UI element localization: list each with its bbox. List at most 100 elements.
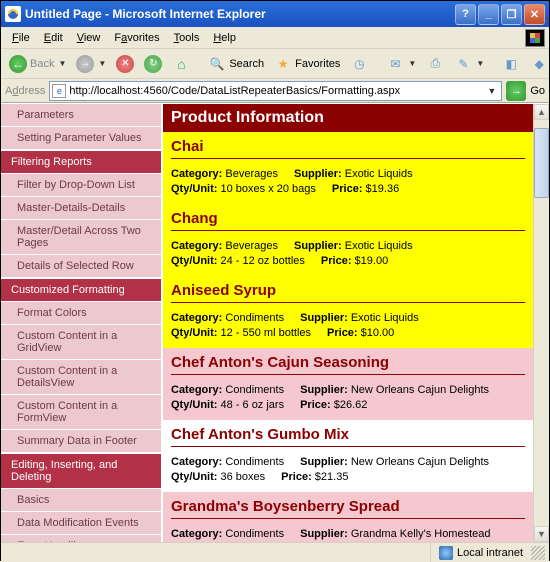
favorites-icon: ★	[274, 55, 292, 73]
scroll-thumb[interactable]	[534, 128, 549, 198]
close-button[interactable]: ✕	[524, 4, 545, 25]
home-icon: ⌂	[172, 55, 190, 73]
product-name: Chai	[171, 136, 525, 159]
main-panel: Product Information ChaiCategory: Bevera…	[161, 104, 549, 542]
product-category: Category: Condiments	[171, 528, 284, 540]
window-title: Untitled Page - Microsoft Internet Explo…	[25, 7, 455, 21]
nav-section-header[interactable]: Customized Formatting	[1, 279, 161, 302]
back-icon: ←	[9, 55, 27, 73]
edit-button[interactable]: ✎▼	[450, 53, 488, 75]
stop-button[interactable]: ✕	[112, 53, 138, 75]
product-name: Aniseed Syrup	[171, 280, 525, 303]
extra1-button[interactable]: ◧	[498, 53, 524, 75]
product-qty: Qty/Unit: 12 - 550 ml bottles	[171, 327, 311, 339]
scroll-up-button[interactable]: ▲	[534, 104, 549, 120]
resize-grip[interactable]	[531, 546, 545, 560]
mail-icon: ✉	[386, 55, 404, 73]
product-qty: Qty/Unit: 10 boxes x 20 bags	[171, 183, 316, 195]
product-category: Category: Condiments	[171, 456, 284, 468]
menu-view[interactable]: View	[70, 30, 108, 46]
product-card: Aniseed SyrupCategory: CondimentsSupplie…	[163, 276, 533, 348]
maximize-button[interactable]: ❐	[501, 4, 522, 25]
product-card: Chai Category: Beverages Supplier: Exotic …	[163, 132, 533, 204]
edit-icon: ✎	[454, 55, 472, 73]
nav-item[interactable]: Error Handling	[1, 535, 161, 542]
product-category: Category: Beverages	[171, 168, 278, 180]
menu-file[interactable]: File	[5, 30, 37, 46]
nav-item[interactable]: Custom Content in a DetailsView	[1, 360, 161, 395]
print-icon: ⎙	[426, 55, 444, 73]
product-name: Chang	[171, 208, 525, 231]
back-button[interactable]: ←Back▼	[5, 53, 70, 75]
address-label: Address	[5, 85, 45, 97]
go-label: Go	[530, 85, 545, 97]
refresh-button[interactable]: ↻	[140, 53, 166, 75]
refresh-icon: ↻	[144, 55, 162, 73]
favorites-button[interactable]: ★Favorites	[270, 53, 344, 75]
sidebar: ParametersSetting Parameter ValuesFilter…	[1, 104, 161, 542]
nav-item[interactable]: Parameters	[1, 104, 161, 127]
history-icon: ◷	[350, 55, 368, 73]
search-button[interactable]: 🔍Search	[204, 53, 268, 75]
nav-item[interactable]: Format Colors	[1, 302, 161, 325]
search-icon: 🔍	[208, 55, 226, 73]
address-box[interactable]: e ▼	[49, 81, 502, 101]
product-supplier: Supplier: Grandma Kelly's Homestead	[300, 528, 490, 540]
home-button[interactable]: ⌂	[168, 53, 194, 75]
nav-item[interactable]: Details of Selected Row	[1, 255, 161, 278]
zone-text: Local intranet	[457, 547, 523, 559]
product-price: Price: $10.00	[327, 327, 394, 339]
nav-item[interactable]: Basics	[1, 489, 161, 512]
nav-item[interactable]: Custom Content in a GridView	[1, 325, 161, 360]
product-supplier: Supplier: Exotic Liquids	[294, 240, 413, 252]
nav-item[interactable]: Master/Detail Across Two Pages	[1, 220, 161, 255]
security-zone: Local intranet	[430, 543, 531, 562]
product-price: Price: $26.62	[300, 399, 367, 411]
forward-button[interactable]: →▼	[72, 53, 110, 75]
product-card: Chef Anton's Gumbo Mix Category: Condimen…	[163, 420, 533, 492]
product-supplier: Supplier: Exotic Liquids	[294, 168, 413, 180]
product-supplier: Supplier: New Orleans Cajun Delights	[300, 456, 489, 468]
page-icon: e	[52, 84, 66, 98]
scroll-down-button[interactable]: ▼	[534, 526, 549, 542]
print-button[interactable]: ⎙	[422, 53, 448, 75]
product-category: Category: Condiments	[171, 312, 284, 324]
content-area: ParametersSetting Parameter ValuesFilter…	[1, 103, 549, 542]
nav-item[interactable]: Master-Details-Details	[1, 197, 161, 220]
nav-item[interactable]: Summary Data in Footer	[1, 430, 161, 453]
go-button[interactable]: →	[506, 81, 526, 101]
product-name: Chef Anton's Gumbo Mix	[171, 424, 525, 447]
nav-item[interactable]: Filter by Drop-Down List	[1, 174, 161, 197]
menubar: File Edit View Favorites Tools Help	[1, 27, 549, 49]
product-card: ChangCategory: BeveragesSupplier: Exotic…	[163, 204, 533, 276]
minimize-button[interactable]: _	[478, 4, 499, 25]
nav-item[interactable]: Custom Content in a FormView	[1, 395, 161, 430]
throbber-icon	[525, 29, 545, 47]
product-price: Price: $21.35	[281, 471, 348, 483]
nav-item[interactable]: Data Modification Events	[1, 512, 161, 535]
scroll-track[interactable]	[534, 120, 549, 526]
zone-icon	[439, 546, 453, 560]
address-bar: Address e ▼ → Go	[1, 79, 549, 103]
nav-item[interactable]: Setting Parameter Values	[1, 127, 161, 150]
titlebar: Untitled Page - Microsoft Internet Explo…	[1, 1, 549, 27]
nav-section-header[interactable]: Editing, Inserting, and Deleting	[1, 454, 161, 489]
menu-edit[interactable]: Edit	[37, 30, 70, 46]
history-button[interactable]: ◷	[346, 53, 372, 75]
product-qty: Qty/Unit: 24 - 12 oz bottles	[171, 255, 305, 267]
nav-section-header[interactable]: Filtering Reports	[1, 151, 161, 174]
address-input[interactable]	[69, 85, 484, 97]
menu-tools[interactable]: Tools	[167, 30, 207, 46]
menu-help[interactable]: Help	[206, 30, 243, 46]
help-button[interactable]: ?	[455, 4, 476, 25]
product-card: Chef Anton's Cajun SeasoningCategory: Co…	[163, 348, 533, 420]
menu-favorites[interactable]: Favorites	[107, 30, 166, 46]
address-dropdown[interactable]: ▼	[484, 86, 499, 96]
scrollbar[interactable]: ▲ ▼	[533, 104, 549, 542]
mail-button[interactable]: ✉▼	[382, 53, 420, 75]
toolbar: ←Back▼ →▼ ✕ ↻ ⌂ 🔍Search ★Favorites ◷ ✉▼ …	[1, 49, 549, 79]
product-card: Grandma's Boysenberry SpreadCategory: Co…	[163, 492, 533, 542]
extra2-button[interactable]: ◆	[526, 53, 550, 75]
product-supplier: Supplier: New Orleans Cajun Delights	[300, 384, 489, 396]
product-qty: Qty/Unit: 36 boxes	[171, 471, 265, 483]
